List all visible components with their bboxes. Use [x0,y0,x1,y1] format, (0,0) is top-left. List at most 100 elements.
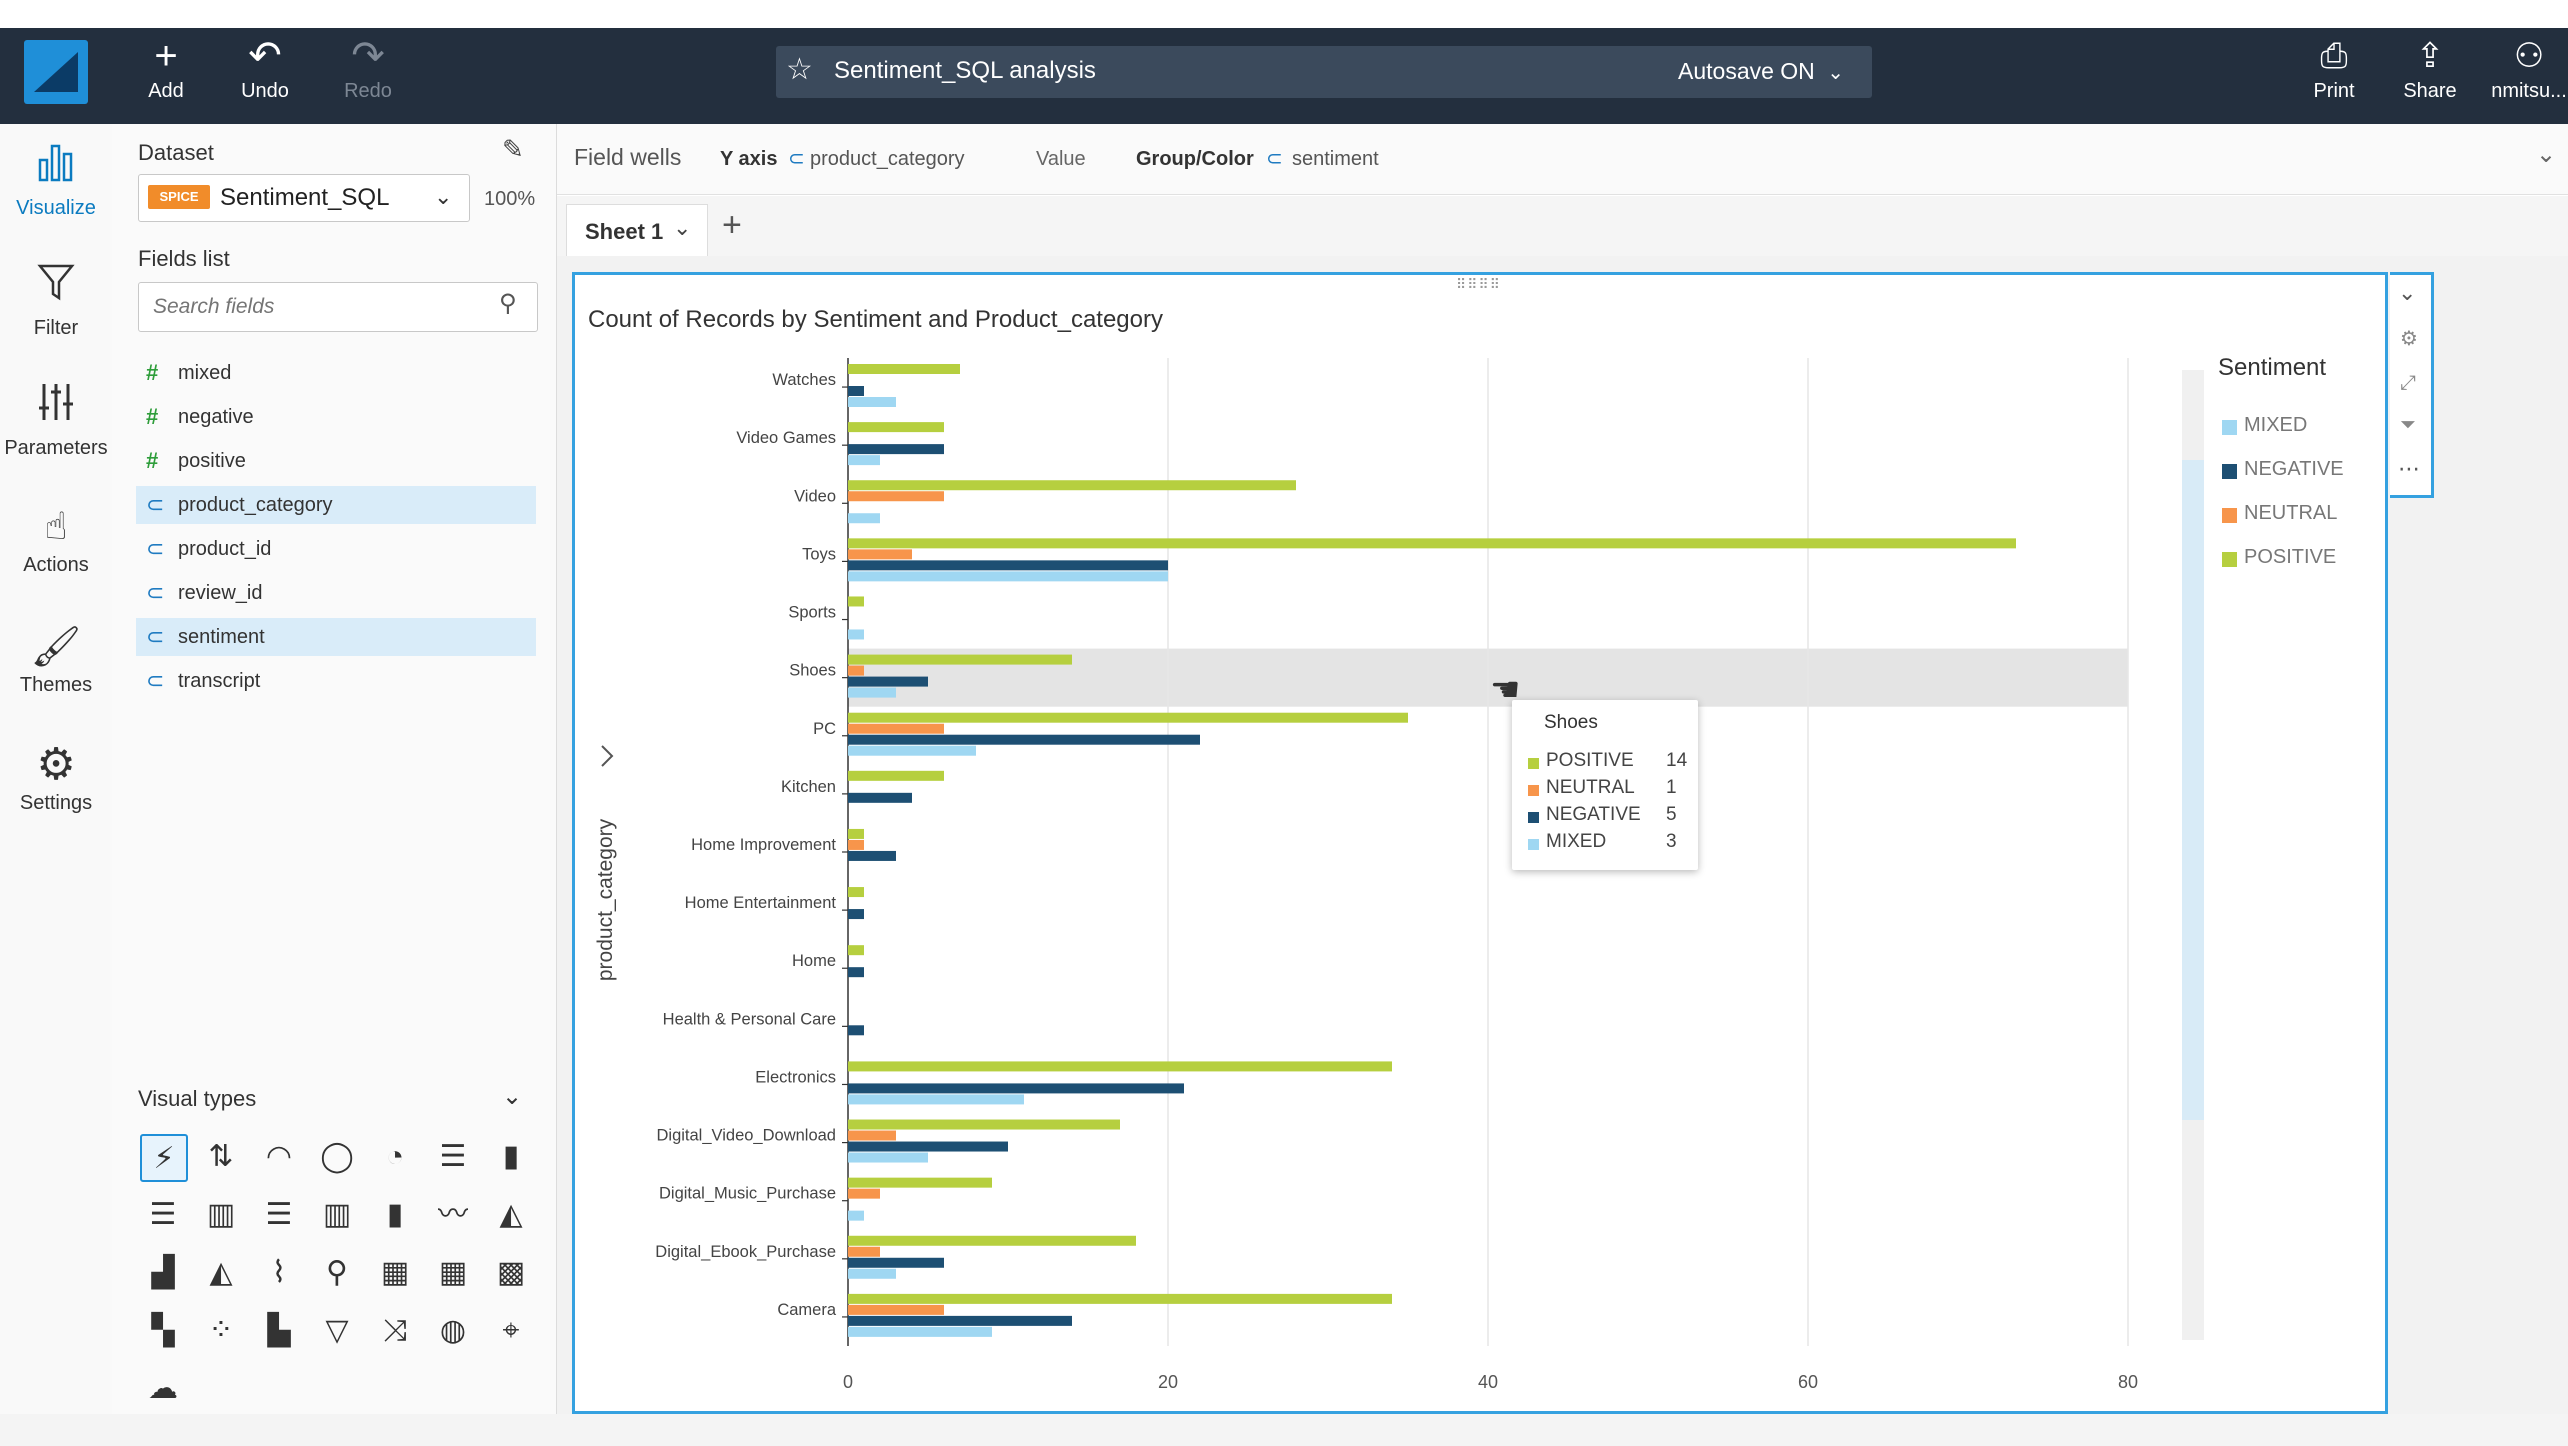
field-mixed[interactable]: # mixed [136,354,536,392]
tooltip-swatch [1528,785,1539,796]
rail-parameters[interactable]: Parameters [0,380,112,460]
filled-map-visual-icon[interactable]: ◍ [439,1314,467,1347]
pivot-table-visual-icon[interactable]: ▦ [380,1256,410,1289]
horizontal-bar-visual-icon[interactable]: ☰ [439,1140,467,1173]
horizontal-100-bar-visual-icon[interactable]: ☰ [265,1198,293,1231]
stacked-area-visual-icon[interactable]: ◭ [209,1256,233,1289]
analysis-title[interactable]: Sentiment_SQL analysis [834,57,1096,84]
scatter-visual-icon[interactable]: ⁘ [208,1314,234,1347]
field-name: mixed [178,362,232,384]
radar-visual-icon[interactable]: ⌇ [271,1256,287,1289]
redo-button[interactable]: ↷ Redo [340,32,396,120]
pie-visual-icon[interactable]: ◔ [385,1140,405,1173]
bar-neutral [848,1246,880,1257]
field-sentiment[interactable]: ⊂ sentiment [136,618,536,656]
donut-visual-icon[interactable]: ◯ [320,1140,354,1173]
rail-settings[interactable]: ⚙ Settings [0,738,112,815]
vertical-stacked-bar-visual-icon[interactable]: ▥ [206,1198,236,1231]
bar-mixed [848,1326,992,1337]
collapse-chevron-icon[interactable]: ⌄ [2398,280,2417,305]
vertical-100-bar-visual-icon[interactable]: ▥ [322,1198,352,1231]
analysis-title-bar[interactable] [776,46,1872,98]
points-map-visual-icon[interactable]: ⌖ [502,1314,520,1347]
filter-icon[interactable]: ⏷ [2400,414,2416,436]
rail-visualize[interactable]: Visualize [0,140,112,220]
field-product-id[interactable]: ⊂ product_id [136,530,536,568]
area-line-visual-icon[interactable]: ◭ [499,1198,523,1231]
spice-badge: SPICE [148,185,210,209]
add-sheet-plus-icon[interactable]: + [722,206,742,244]
field-wells-title[interactable]: Field wells [574,144,682,170]
search-fields-field[interactable]: ⚲ [138,282,538,332]
field-product-category[interactable]: ⊂ product_category [136,486,536,524]
chevron-down-icon: ⌄ [1827,62,1845,84]
sankey-visual-icon[interactable]: ⤨ [383,1314,407,1347]
dimension-icon: ⊂ [146,668,165,693]
drag-handle-icon[interactable]: ⠿⠿⠿⠿ [1456,276,1502,292]
x-tick-label: 0 [843,1372,853,1392]
category-label: Home [792,952,836,970]
add-label: Add [148,80,184,102]
bar-negative [848,734,1200,745]
rail-filter[interactable]: Filter [0,260,112,340]
dataset-select[interactable] [138,174,470,222]
edit-pencil-icon[interactable]: ✎ [502,134,524,164]
format-gear-icon[interactable]: ⚙ [2400,328,2418,350]
y-axis-well-label: Y axis [720,148,778,170]
gauge-visual-icon[interactable]: ◠ [265,1140,293,1173]
bar-positive [848,770,944,781]
autosave-toggle[interactable]: Autosave ON ⌄ [1678,58,1844,85]
bar-negative [848,1315,1072,1326]
box-plot-visual-icon[interactable]: ⚲ [326,1256,348,1289]
bar-neutral [848,839,864,850]
bar-mixed [848,687,896,698]
redo-icon: ↷ [351,34,385,78]
group-color-well-field[interactable]: sentiment [1292,148,1379,170]
tree-map-visual-icon[interactable]: ▚ [151,1314,175,1347]
autograph-visual-icon[interactable]: ⚡ [140,1134,188,1182]
tooltip-series-name: MIXED [1546,831,1607,852]
line-visual-icon[interactable]: 〰 [438,1198,468,1231]
tooltip-series-value: 14 [1666,750,1688,771]
dimension-icon: ⊂ [788,148,805,170]
kpi-visual-icon[interactable]: ⇅ [208,1140,234,1173]
vertical-bar-visual-icon[interactable]: ▮ [502,1140,520,1173]
bar-positive [848,538,2016,549]
chevron-down-icon[interactable]: ⌄ [673,215,692,240]
print-button[interactable]: ⎙ Print [2304,32,2364,120]
star-icon[interactable]: ☆ [786,53,813,86]
redo-label: Redo [344,80,392,102]
search-input[interactable] [151,291,485,323]
expand-wells-chevron-icon[interactable]: ⌄ [2536,141,2557,168]
rail-actions[interactable]: ☝ Actions [0,500,112,577]
combo-line-visual-icon[interactable]: ▟ [151,1256,175,1289]
field-positive[interactable]: # positive [136,442,536,480]
horizontal-stacked-bar-visual-icon[interactable]: ☰ [149,1198,177,1231]
field-negative[interactable]: # negative [136,398,536,436]
table-visual-icon[interactable]: ▦ [438,1256,468,1289]
quicksight-logo[interactable] [24,40,88,104]
heat-map-visual-icon[interactable]: ▩ [496,1256,526,1289]
funnel-visual-icon[interactable]: ▽ [325,1314,349,1347]
sheet-tabs-bar [557,196,2568,256]
field-transcript[interactable]: ⊂ transcript [136,662,536,700]
legend-label: MIXED [2244,414,2308,436]
tab-sheet-1[interactable]: Sheet 1 ⌄ [566,204,708,257]
y-axis-well-field[interactable]: product_category [810,148,965,170]
value-well-label[interactable]: Value [1036,148,1086,170]
undo-button[interactable]: ↶ Undo [236,32,294,120]
user-menu-button[interactable]: ⚇ nmitsu... [2490,32,2568,120]
histogram-visual-icon[interactable]: ▙ [267,1314,291,1347]
share-button[interactable]: ⇪ Share [2400,32,2460,120]
rail-themes[interactable]: 🖌 Themes [0,620,112,697]
add-button[interactable]: + Add [140,32,192,120]
word-cloud-visual-icon[interactable]: ☁ [148,1372,178,1405]
expand-icon[interactable]: ⤢ [2400,372,2416,394]
dimension-icon: ⊂ [146,624,165,649]
collapse-chevron-icon[interactable]: ⌄ [502,1083,523,1110]
field-review-id[interactable]: ⊂ review_id [136,574,536,612]
rail-themes-label: Themes [19,674,93,696]
combo-bar-visual-icon[interactable]: ▮ [386,1198,404,1231]
more-options-icon[interactable]: ⋯ [2398,456,2420,481]
legend-label: NEGATIVE [2244,458,2344,480]
